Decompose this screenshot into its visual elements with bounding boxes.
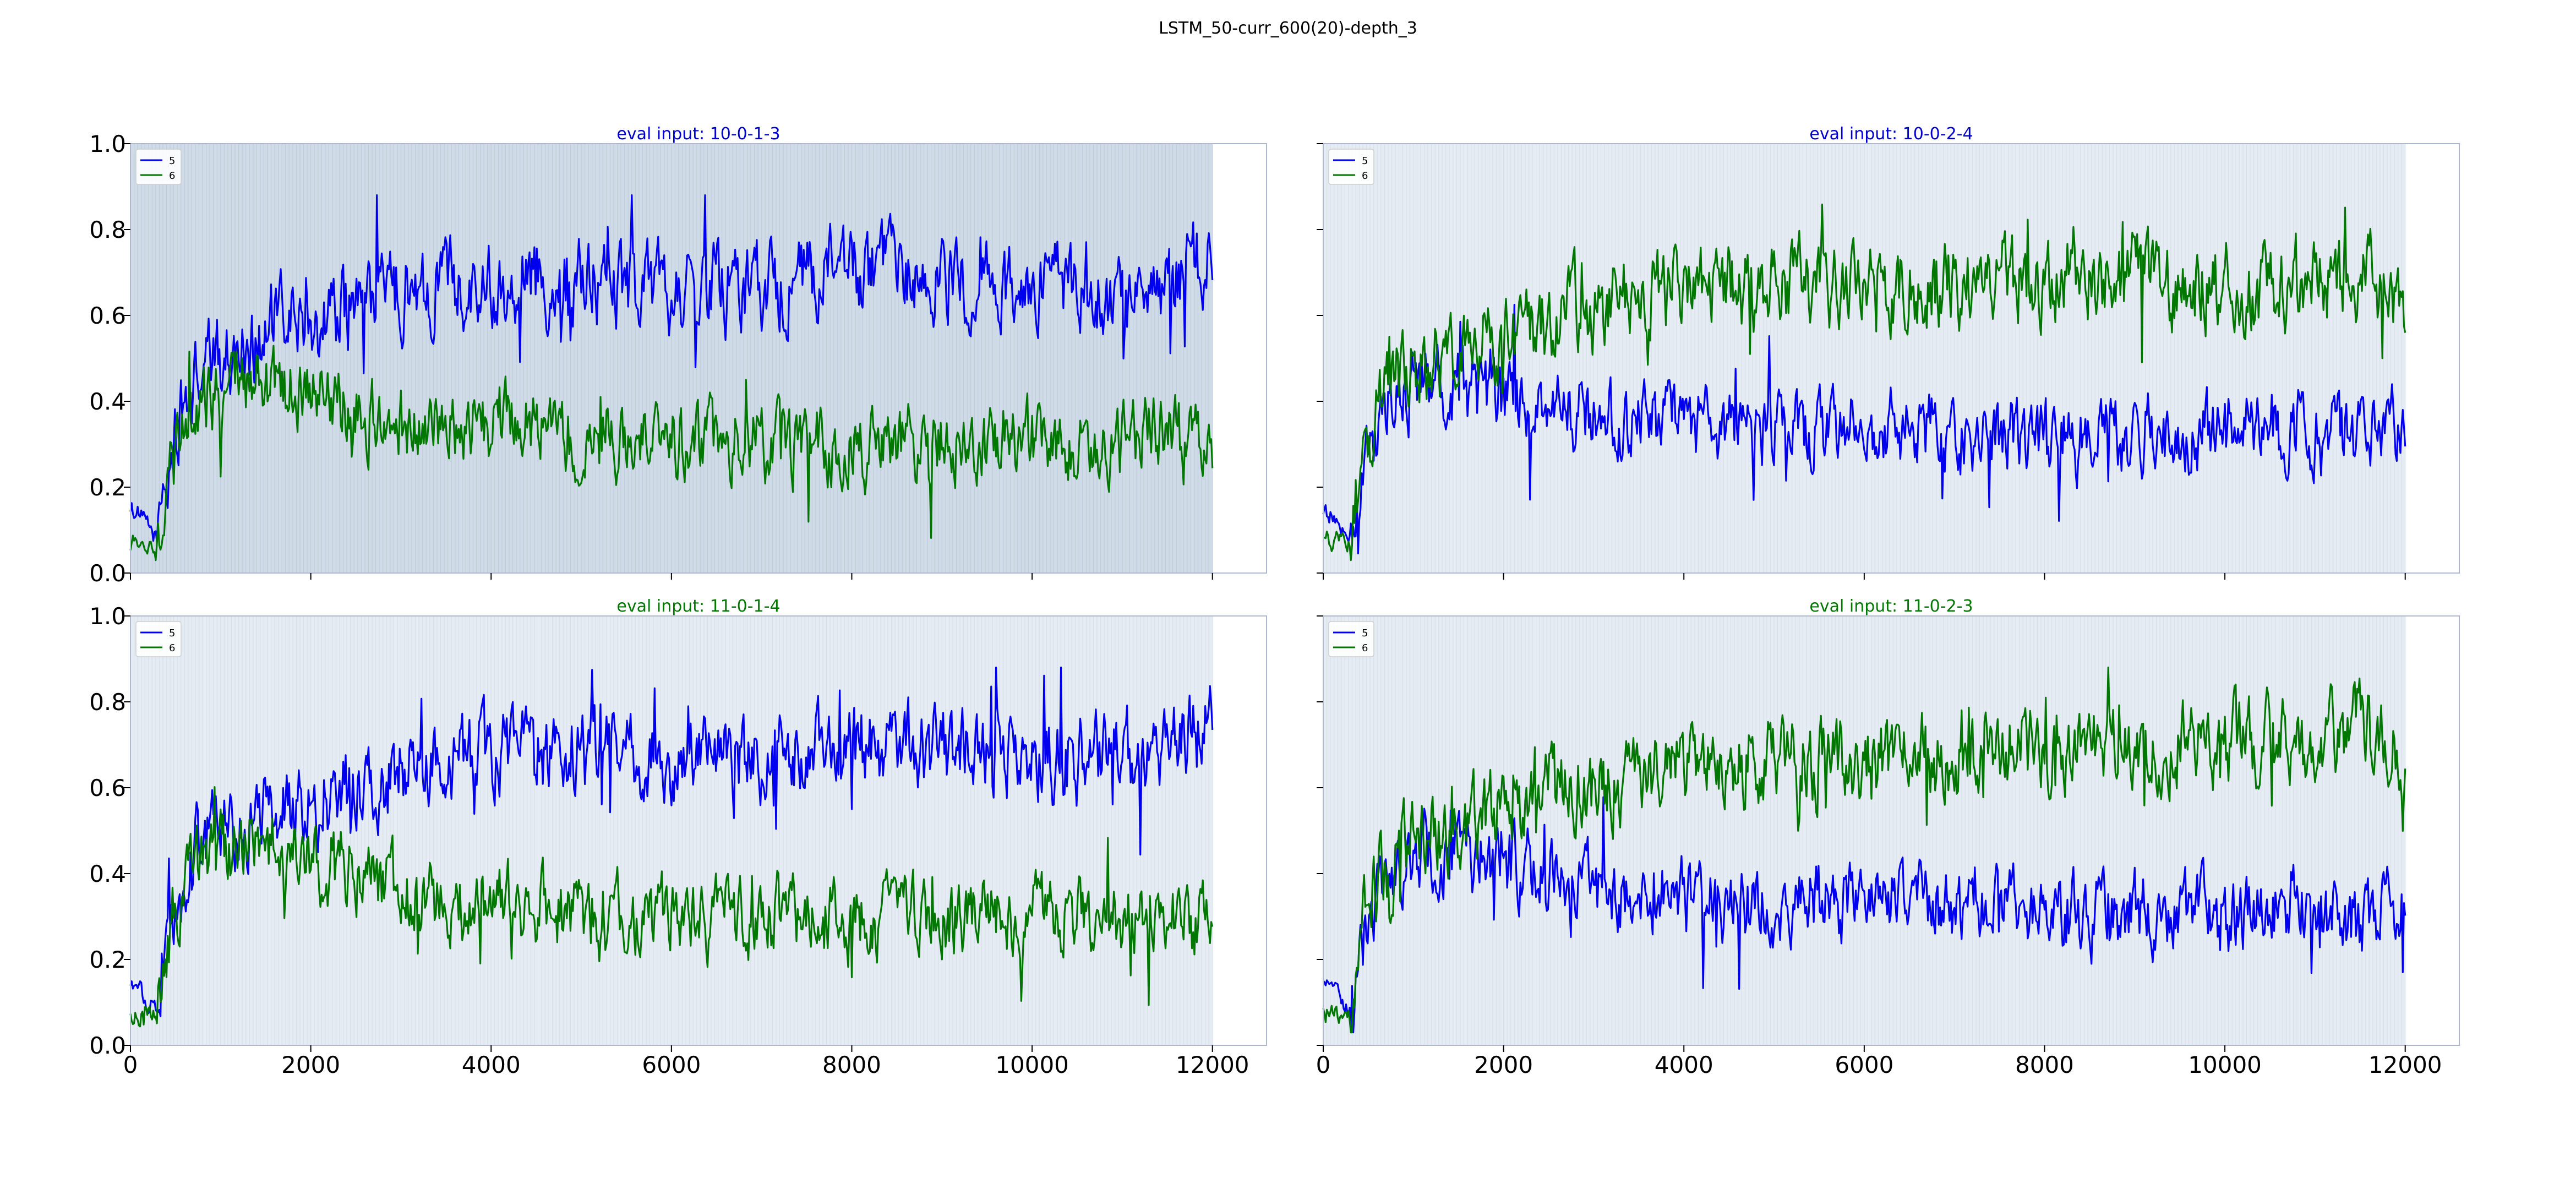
x-tick-label: 4000 [1655, 1051, 1713, 1078]
y-tick-label: 0.2 [89, 946, 126, 973]
legend: 56 [1328, 149, 1374, 185]
x-tick-label: 10000 [995, 1051, 1069, 1078]
y-tick-label: 0.8 [89, 216, 126, 243]
legend-label-6: 6 [169, 170, 175, 182]
x-tick-label: 4000 [462, 1051, 521, 1078]
y-tick-label: 1.0 [89, 603, 126, 630]
legend-label-5: 5 [1362, 155, 1368, 167]
y-tick-label: 0.4 [89, 388, 126, 415]
subplot-title: eval input: 11-0-1-4 [616, 597, 780, 616]
subplot-2: eval input: 10-0-2-456 [1317, 124, 2460, 580]
subplot-4: 0 2000 4000 6000 8000 10000 12000 eval input: 1… [1316, 597, 2460, 1078]
subplot-title: eval input: 10-0-1-3 [616, 124, 780, 144]
legend-label-6: 6 [169, 642, 175, 654]
legend-label-6: 6 [1362, 642, 1368, 654]
x-tick-label: 12000 [2368, 1051, 2442, 1078]
subplot-title: eval input: 11-0-2-3 [1809, 597, 1973, 616]
band-stripes [1323, 144, 2406, 573]
series-line-6 [1323, 203, 2406, 561]
x-tick-label: 6000 [1835, 1051, 1893, 1078]
legend-label-5: 5 [169, 155, 175, 167]
band-stripes [1323, 616, 2406, 1045]
legend: 56 [135, 149, 182, 185]
series-line-6 [129, 786, 1214, 1028]
y-tick-label: 0.8 [89, 689, 126, 716]
series-line-5 [129, 194, 1214, 543]
x-tick-label: 10000 [2188, 1051, 2262, 1078]
legend-label-6: 6 [1362, 170, 1368, 182]
y-tick-label: 0.6 [89, 775, 126, 801]
legend-label-5: 5 [169, 628, 175, 639]
y-tick-label: 0.0 [89, 560, 126, 587]
plot-frame [130, 143, 1267, 574]
band-lines [1323, 144, 2406, 573]
y-tick-label: 0.0 [89, 1032, 126, 1059]
plot-frame [1323, 615, 2460, 1046]
y-tick-label: 1.0 [89, 130, 126, 157]
legend: 56 [1328, 621, 1374, 657]
subplot-title: eval input: 10-0-2-4 [1809, 124, 1973, 144]
x-tick-label: 0 [1316, 1051, 1331, 1078]
band-lines [1323, 616, 2406, 1045]
figure-title: LSTM_50-curr_600(20)-depth_3 [1159, 19, 1417, 38]
plot-frame [1323, 143, 2460, 574]
series-line-6 [129, 345, 1214, 561]
band-stripes [130, 616, 1213, 1045]
x-tick-label: 2000 [1474, 1051, 1533, 1078]
subplot-1: 0.00.20.40.60.81.0 eval input: 10-0-1-356 [89, 124, 1267, 587]
legend: 56 [135, 621, 182, 657]
x-tick-label: 8000 [2015, 1051, 2074, 1078]
band-lines [130, 616, 1213, 1045]
x-tick-label: 6000 [642, 1051, 701, 1078]
subplot-3: 0 2000 4000 6000 8000 10000 12000 0.0 0.2 0.4 0.6 0… [89, 597, 1267, 1078]
series-line-5 [1322, 796, 2406, 1034]
series-line-6 [1322, 666, 2406, 1034]
band-stripes [130, 144, 1213, 573]
y-tick-label: 0.2 [89, 474, 126, 501]
series-line-5 [129, 666, 1214, 1018]
y-tick-label: 0.4 [89, 860, 126, 887]
x-tick-label: 2000 [281, 1051, 340, 1078]
band-lines [130, 144, 1213, 573]
x-tick-label: 0 [123, 1051, 138, 1078]
x-tick-label: 12000 [1176, 1051, 1249, 1078]
y-tick-label: 0.6 [89, 302, 126, 329]
x-tick-label: 8000 [822, 1051, 881, 1078]
plot-frame [130, 615, 1267, 1046]
legend-label-5: 5 [1362, 628, 1368, 639]
